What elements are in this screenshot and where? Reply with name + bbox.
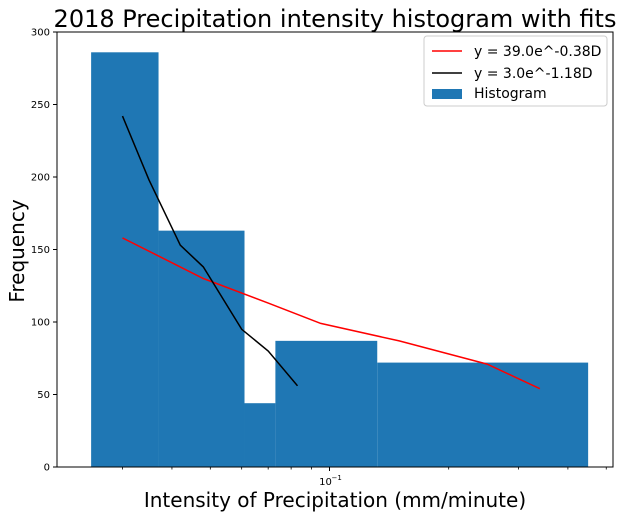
x-tick-label: 10 [319,477,332,488]
legend: y = 39.0e^-0.38D y = 3.0e^-1.18D Histogr… [423,35,608,107]
fit-line-0 [122,237,541,390]
legend-box [423,35,608,107]
fit-line-1 [121,115,299,387]
y-tick-label: 50 [37,390,50,401]
chart-title: 2018 Precipitation intensity histogram w… [54,5,617,33]
y-tick-label: 100 [31,318,50,329]
y-tick-label: 250 [31,100,50,111]
histogram-bar-4 [377,362,589,467]
histogram-bar-3 [275,340,378,467]
y-axis-ticks: 0 50 100 150 200 250 300 [31,28,57,474]
histogram-bar-0 [91,52,159,468]
x-axis-label: Intensity of Precipitation (mm/minute) [144,488,526,512]
y-tick-label: 0 [44,463,50,474]
x-axis-ticks: 10 −1 [122,467,607,488]
histogram-bar-1 [158,230,245,467]
plot-area [56,31,614,468]
fit-lines [121,115,541,390]
y-axis-label: Frequency [5,199,29,302]
legend-patch-histogram [432,89,462,99]
legend-label-red-fit: y = 39.0e^-0.38D [474,44,601,60]
y-tick-label: 150 [31,245,50,256]
legend-label-black-fit: y = 3.0e^-1.18D [474,66,593,82]
histogram-bars [91,52,589,468]
y-tick-label: 200 [31,173,50,184]
histogram-bar-2 [244,403,276,467]
x-tick-label-exponent: −1 [332,474,342,482]
y-tick-label: 300 [31,28,50,39]
legend-label-histogram: Histogram [474,86,547,102]
